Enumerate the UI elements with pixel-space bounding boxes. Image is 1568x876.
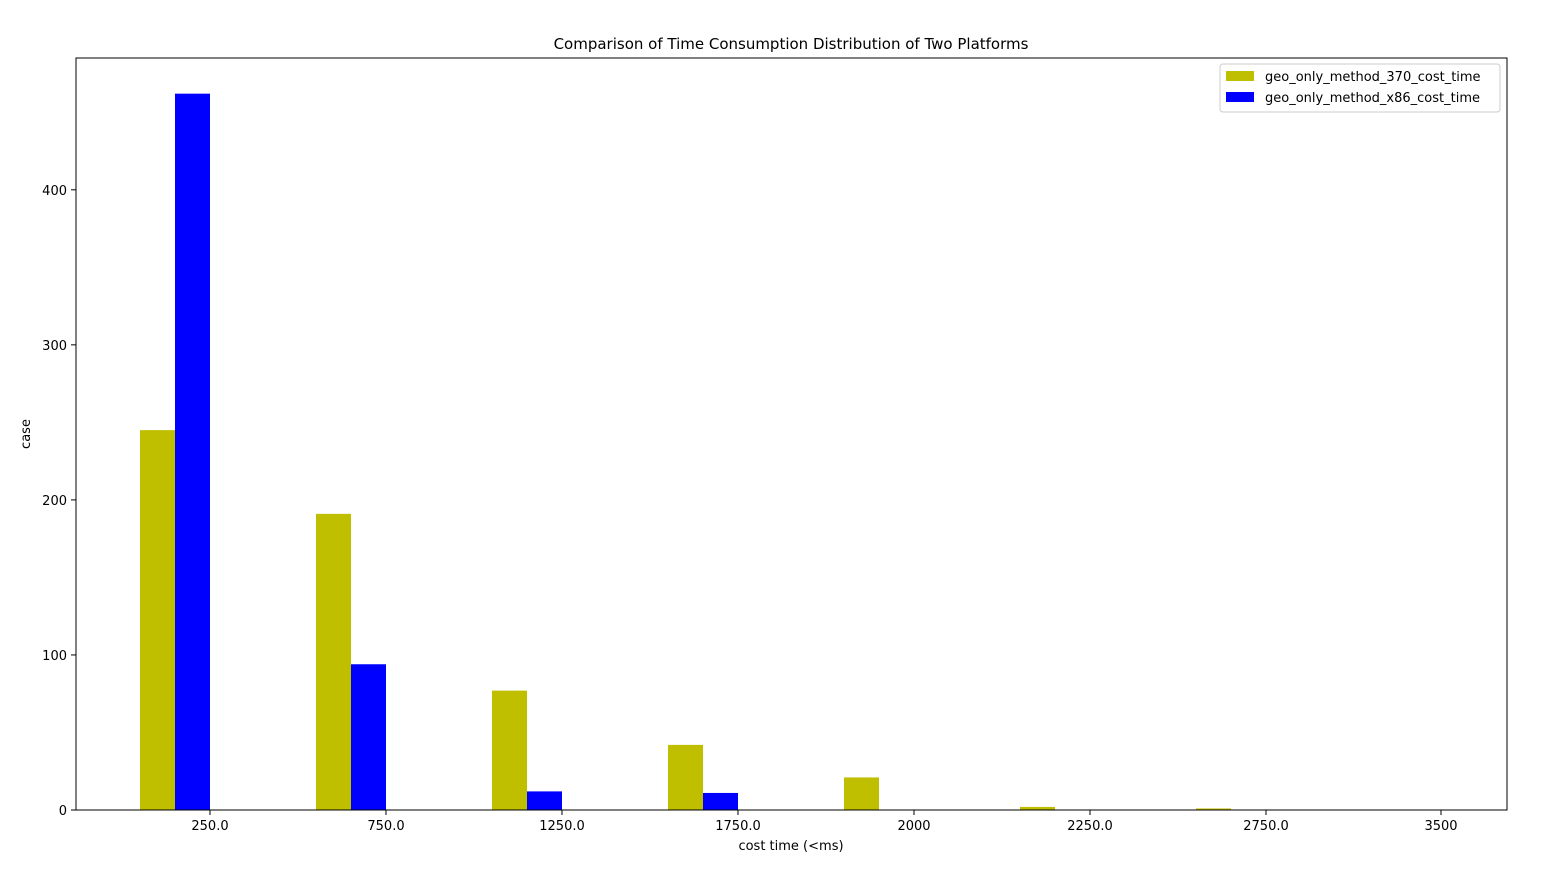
bar-370-4 xyxy=(844,777,879,810)
x-tick-label-6: 2750.0 xyxy=(1243,819,1289,834)
bar-x86-3 xyxy=(703,792,738,810)
y-tick-label-2: 200 xyxy=(42,494,67,509)
y-tick-label-1: 100 xyxy=(42,649,67,664)
legend-swatch-0 xyxy=(1226,71,1254,81)
y-tick-label-3: 300 xyxy=(42,339,67,354)
legend-label-0: geo_only_method_370_cost_time xyxy=(1265,70,1481,85)
bar-370-0 xyxy=(140,430,175,810)
legend-swatch-1 xyxy=(1226,92,1254,102)
y-axis-label: case xyxy=(19,419,34,449)
plot-frame xyxy=(75,57,1508,811)
x-tick-label-0: 250.0 xyxy=(191,819,228,834)
bar-370-5 xyxy=(1020,806,1055,810)
bar-370-1 xyxy=(316,513,351,810)
bar-x86-1 xyxy=(351,664,386,810)
x-axis-label: cost time (<ms) xyxy=(738,839,843,854)
plot-area: 250.0 750.0 1250.0 1750.0 2000 2250.0 2750.0 35… xyxy=(42,57,1508,834)
x-tick-label-7: 3500 xyxy=(1424,819,1457,834)
legend-label-1: geo_only_method_x86_cost_time xyxy=(1265,91,1480,106)
bar-x86-2 xyxy=(527,791,562,810)
y-tick-label-0: 0 xyxy=(59,804,67,819)
x-tick-label-1: 750.0 xyxy=(367,819,404,834)
x-tick-label-2: 1250.0 xyxy=(539,819,585,834)
legend: geo_only_method_370_cost_time geo_only_me… xyxy=(1219,63,1501,113)
bar-x86-0 xyxy=(175,93,210,810)
bar-370-6 xyxy=(1196,808,1231,810)
chart-title: Comparison of Time Consumption Distribut… xyxy=(554,35,1029,53)
x-tick-label-5: 2250.0 xyxy=(1067,819,1113,834)
x-tick-label-4: 2000 xyxy=(897,819,930,834)
bar-370-2 xyxy=(492,690,527,810)
y-tick-label-4: 400 xyxy=(42,184,67,199)
legend-box xyxy=(1219,63,1501,113)
x-tick-label-3: 1750.0 xyxy=(715,819,761,834)
bar-370-3 xyxy=(668,744,703,810)
